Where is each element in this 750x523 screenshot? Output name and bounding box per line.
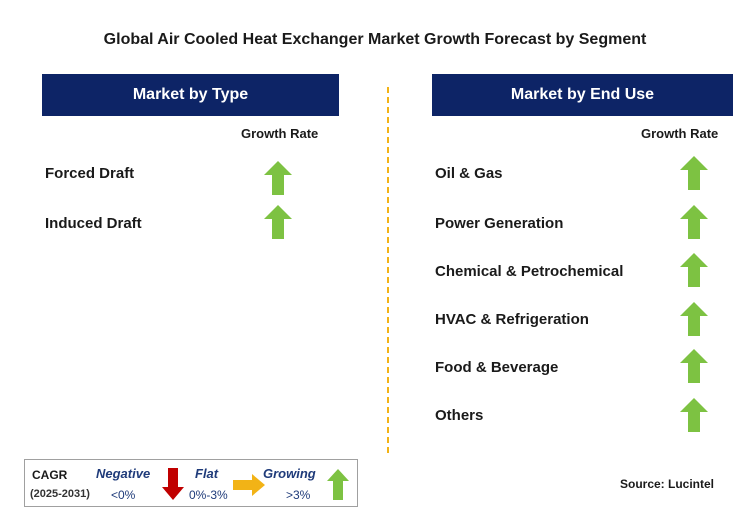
negative-arrow-icon [162,468,184,500]
growing-arrow-icon [680,156,708,190]
growing-arrow-icon [680,398,708,432]
growing-arrow-icon [680,205,708,239]
end-use-growth-rate-label: Growth Rate [641,126,719,141]
cagr-legend: CAGR (2025-2031) Negative <0% Flat 0%-3%… [24,459,358,507]
flat-arrow-icon [233,474,265,496]
market-by-type-header: Market by Type [42,74,339,116]
end-use-item-hvac-refrigeration: HVAC & Refrigeration [435,311,589,328]
legend-years-label: (2025-2031) [30,488,90,500]
growing-arrow-icon [264,161,292,195]
legend-flat-value: 0%-3% [189,488,228,502]
growing-arrow-icon [680,253,708,287]
legend-cagr-label: CAGR [32,468,68,482]
legend-growing-value: >3% [286,488,311,502]
growing-arrow-icon [680,349,708,383]
end-use-item-oil-gas: Oil & Gas [435,165,503,182]
end-use-item-food-beverage: Food & Beverage [435,359,559,376]
chart-title: Global Air Cooled Heat Exchanger Market … [103,31,647,48]
end-use-item-chemical-petrochemical: Chemical & Petrochemical [435,263,624,280]
growing-arrow-icon [327,469,349,500]
type-item-forced-draft: Forced Draft [45,165,135,182]
legend-growing-label: Growing [263,466,316,481]
market-by-end-use-header: Market by End Use [432,74,733,116]
end-use-item-others: Others [435,407,484,424]
growing-arrow-icon [680,302,708,336]
end-use-item-power-generation: Power Generation [435,215,564,232]
type-item-induced-draft: Induced Draft [45,215,142,232]
legend-negative-value: <0% [111,488,136,502]
growing-arrow-icon [264,205,292,239]
legend-flat-label: Flat [195,466,219,481]
source-label: Source: Lucintel [620,477,715,491]
type-growth-rate-label: Growth Rate [241,126,319,141]
legend-negative-label: Negative [96,466,151,481]
panel-divider [387,87,389,453]
